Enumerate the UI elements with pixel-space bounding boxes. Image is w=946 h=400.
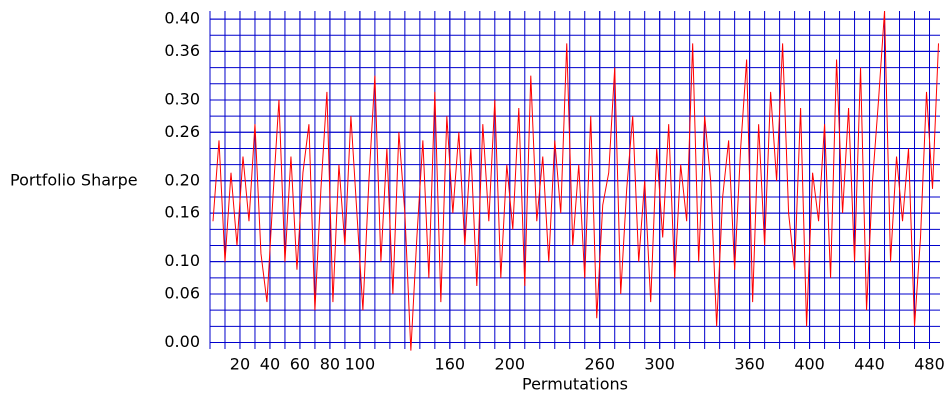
x-tick-label: 40 <box>260 355 280 374</box>
y-tick-label: 0.40 <box>164 9 200 28</box>
x-tick-label: 360 <box>734 355 765 374</box>
x-tick-label: 480 <box>914 355 945 374</box>
x-axis-label: Permutations <box>522 375 628 394</box>
y-tick-label: 0.36 <box>164 41 200 60</box>
x-tick-label: 200 <box>495 355 526 374</box>
x-tick-label: 440 <box>854 355 885 374</box>
y-tick-label: 0.00 <box>164 332 200 351</box>
data-line <box>212 10 940 351</box>
y-tick-label: 0.30 <box>164 89 200 108</box>
x-tick-label: 160 <box>435 355 466 374</box>
y-tick-label: 0.16 <box>164 203 200 222</box>
x-tick-label: 400 <box>794 355 825 374</box>
x-tick-label: 60 <box>290 355 310 374</box>
y-tick-label: 0.20 <box>164 170 200 189</box>
y-axis-label: Portfolio Sharpe <box>10 171 138 190</box>
x-tick-label: 300 <box>644 355 675 374</box>
x-tick-label: 260 <box>584 355 615 374</box>
x-tick-label: 20 <box>230 355 250 374</box>
y-tick-label: 0.10 <box>164 251 200 270</box>
x-tick-label: 80 <box>320 355 340 374</box>
y-tick-label: 0.06 <box>164 284 200 303</box>
y-tick-label: 0.26 <box>164 122 200 141</box>
x-tick-label: 100 <box>345 355 376 374</box>
